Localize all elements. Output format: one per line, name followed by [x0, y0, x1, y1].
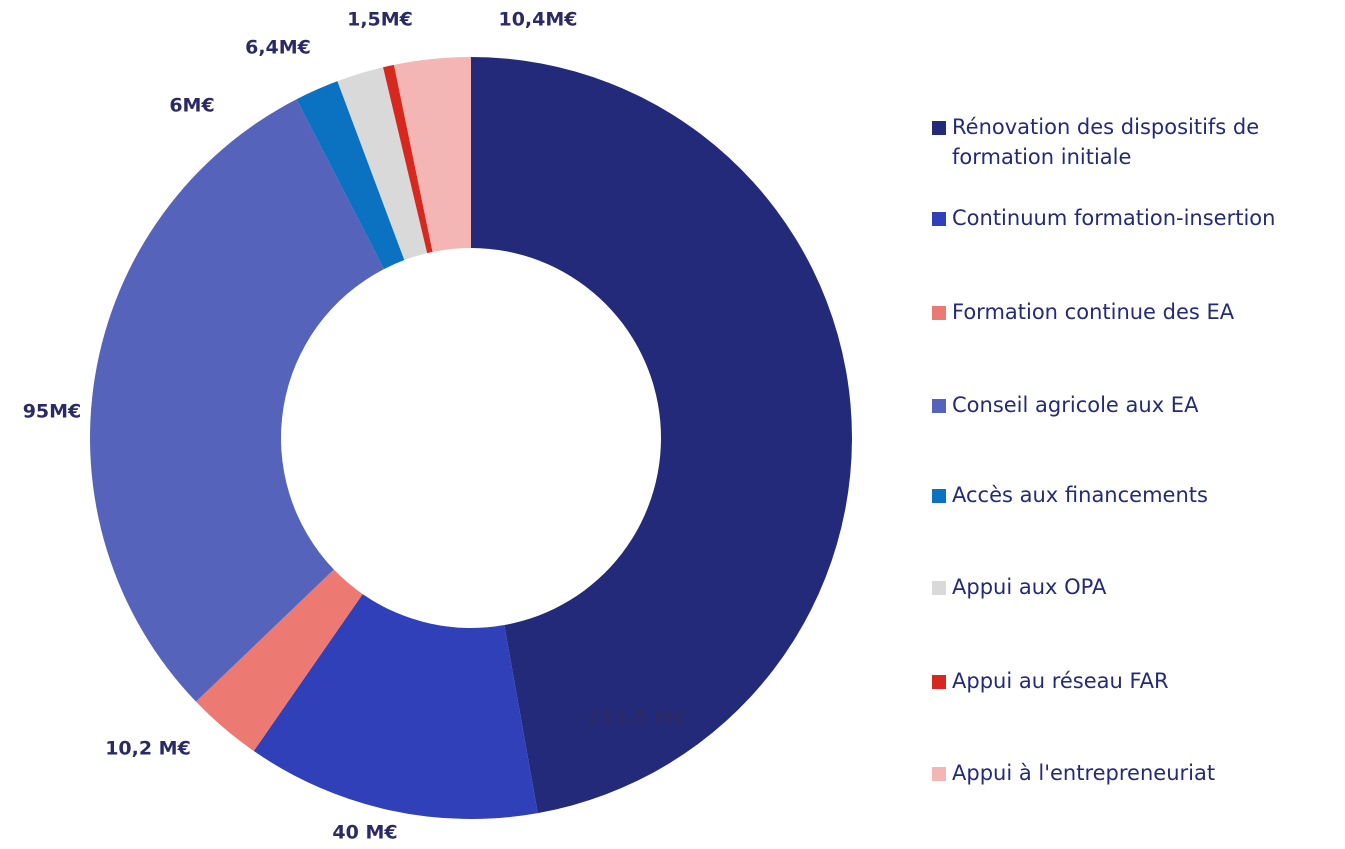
legend-item: Formation continue des EA — [932, 297, 1345, 327]
donut-slice — [337, 67, 428, 261]
legend-swatch — [932, 767, 946, 781]
data-label: 10,2 M€ — [105, 738, 191, 760]
data-label: 95M€ — [23, 401, 82, 423]
donut-slice — [471, 57, 852, 814]
data-label: 151,5 M€ — [588, 707, 687, 729]
donut-slice — [296, 81, 405, 270]
legend-item: Appui à l'entrepreneuriat — [932, 758, 1345, 788]
legend-swatch — [932, 675, 946, 689]
legend-label: Rénovation des dispositifs de formation … — [952, 115, 1260, 169]
data-label: 6M€ — [169, 95, 214, 117]
data-label: 1,5M€ — [347, 9, 413, 31]
legend-item: Continuum formation-insertion — [932, 203, 1345, 233]
legend-item: Conseil agricole aux EA — [932, 390, 1345, 420]
legend-swatch — [932, 121, 946, 135]
donut-slice — [383, 64, 433, 254]
donut-slice — [253, 594, 538, 819]
data-label: 10,4M€ — [498, 9, 577, 31]
legend-label: Formation continue des EA — [952, 300, 1235, 324]
legend-swatch — [932, 581, 946, 595]
data-label: 6,4M€ — [245, 37, 311, 59]
donut-slice — [393, 57, 471, 252]
donut-slice — [195, 569, 363, 751]
legend-label: Appui à l'entrepreneuriat — [952, 761, 1216, 785]
legend-label: Conseil agricole aux EA — [952, 393, 1199, 417]
legend-label: Appui aux OPA — [952, 575, 1107, 599]
legend-swatch — [932, 212, 946, 226]
legend-item: Rénovation des dispositifs de formation … — [932, 112, 1292, 172]
legend-swatch — [932, 306, 946, 320]
legend-item: Appui aux OPA — [932, 572, 1345, 602]
legend-item: Appui au réseau FAR — [932, 666, 1345, 696]
data-label: 40 M€ — [332, 822, 397, 844]
legend-swatch — [932, 489, 946, 503]
legend-label: Appui au réseau FAR — [952, 669, 1169, 693]
legend-item: Accès aux financements — [932, 480, 1345, 510]
legend-label: Continuum formation-insertion — [952, 206, 1276, 230]
legend-swatch — [932, 399, 946, 413]
donut-slice — [90, 99, 384, 702]
legend-label: Accès aux financements — [952, 483, 1208, 507]
